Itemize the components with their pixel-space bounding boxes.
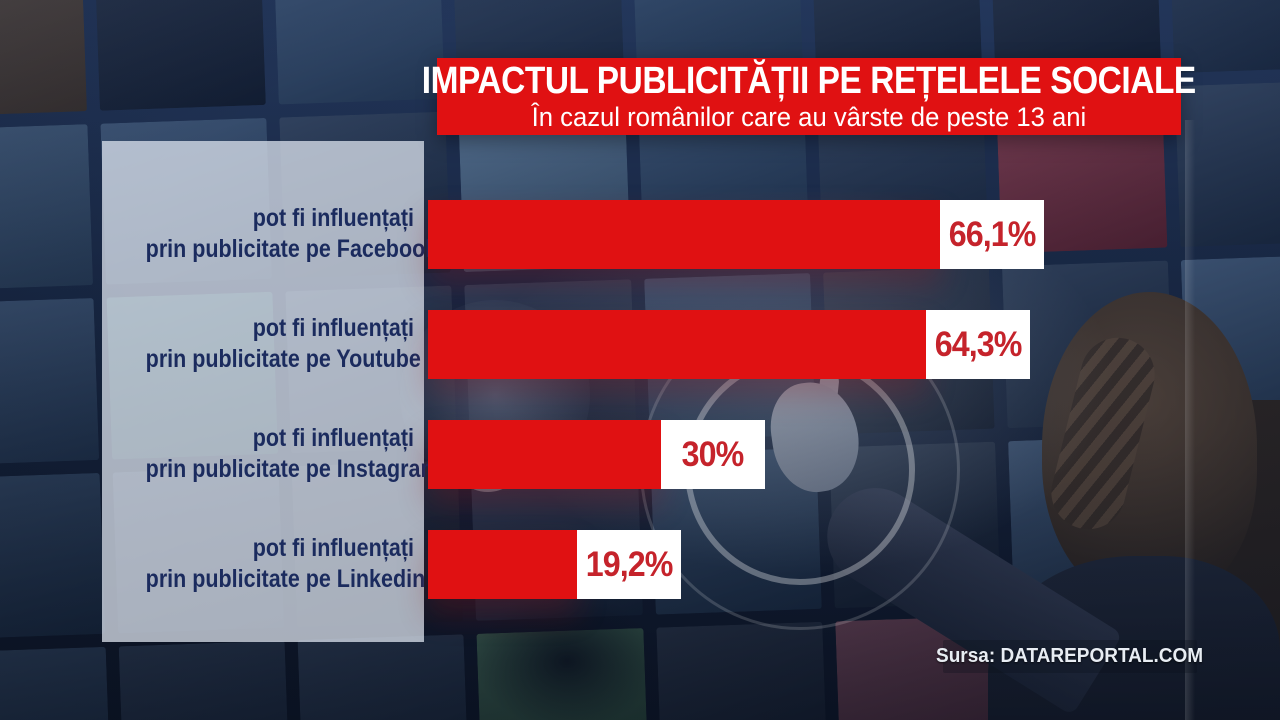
bar-label-line2: prin publicitate pe Linkedin bbox=[145, 565, 426, 593]
bar-row-instagram: 30% bbox=[428, 420, 765, 489]
source-label: Sursa: DATAREPORTAL.COM bbox=[936, 645, 1204, 667]
value-label: 19,2% bbox=[585, 544, 674, 584]
value-label: 30% bbox=[682, 434, 745, 474]
value-box-linkedin: 19,2% bbox=[577, 530, 681, 599]
bar-label-instagram: pot fi influențați prin publicitate pe I… bbox=[145, 423, 440, 485]
value-box-instagram: 30% bbox=[661, 420, 765, 489]
page-subtitle: În cazul românilor care au vârste de pes… bbox=[531, 102, 1087, 132]
title-banner: IMPACTUL PUBLICITĂȚII PE REȚELELE SOCIAL… bbox=[422, 58, 1196, 135]
source-band: Sursa: DATAREPORTAL.COM bbox=[936, 640, 1204, 673]
bar-label-youtube: pot fi influențați prin publicitate pe Y… bbox=[145, 313, 421, 375]
bar-row-facebook: 66,1% bbox=[428, 200, 1044, 269]
bar-label-line2: prin publicitate pe Facebook bbox=[145, 235, 438, 263]
value-label: 64,3% bbox=[934, 324, 1023, 364]
value-box-youtube: 64,3% bbox=[926, 310, 1030, 379]
bar-instagram bbox=[428, 420, 661, 489]
bar-label-line2: prin publicitate pe Instagram bbox=[145, 455, 440, 483]
glass-screen-edge bbox=[1185, 120, 1195, 720]
bar-label-line1: pot fi influențați bbox=[252, 534, 414, 562]
value-label: 66,1% bbox=[948, 214, 1037, 254]
bar-row-linkedin: 19,2% bbox=[428, 530, 681, 599]
bar-label-line2: prin publicitate pe Youtube bbox=[145, 345, 421, 373]
bar-label-line1: pot fi influențați bbox=[252, 204, 414, 232]
page-title: IMPACTUL PUBLICITĂȚII PE REȚELELE SOCIAL… bbox=[421, 60, 1197, 102]
bar-youtube bbox=[428, 310, 926, 379]
bar-label-line1: pot fi influențați bbox=[252, 314, 414, 342]
bar-linkedin bbox=[428, 530, 577, 599]
bar-facebook bbox=[428, 200, 940, 269]
bar-row-youtube: 64,3% bbox=[428, 310, 1030, 379]
value-box-facebook: 66,1% bbox=[940, 200, 1044, 269]
labels-panel bbox=[102, 141, 424, 642]
bar-label-line1: pot fi influențați bbox=[252, 424, 414, 452]
bar-label-linkedin: pot fi influențați prin publicitate pe L… bbox=[145, 533, 426, 595]
bar-label-facebook: pot fi influențați prin publicitate pe F… bbox=[145, 203, 438, 265]
